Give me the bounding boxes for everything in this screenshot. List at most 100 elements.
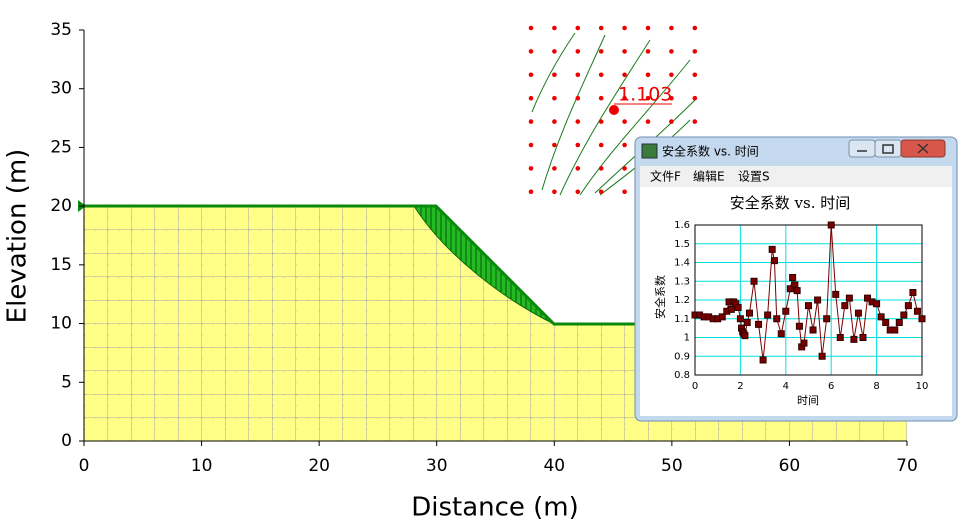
- marker: [904, 302, 912, 310]
- grid-point: [575, 119, 581, 124]
- grid-point: [692, 49, 698, 54]
- y-tick-label: 0: [61, 431, 72, 451]
- x-tick-label: 0: [79, 456, 90, 476]
- grid-point: [692, 119, 698, 124]
- grid-point: [622, 49, 627, 54]
- y-axis-label: Elevation (m): [3, 149, 33, 324]
- grid-point: [669, 25, 674, 31]
- y-tick-label: 35: [50, 20, 72, 40]
- grid-point: [692, 25, 698, 31]
- maximize-button[interactable]: [874, 139, 902, 158]
- plot-border: [694, 224, 923, 376]
- y-tick-label: 1: [684, 333, 690, 344]
- grid-point: [598, 49, 604, 54]
- grid-point: [552, 25, 557, 31]
- marker: [900, 311, 908, 319]
- y-tick-label: 1.4: [674, 258, 690, 269]
- grid-point: [528, 72, 534, 78]
- marker: [895, 319, 903, 326]
- marker: [770, 257, 778, 265]
- y-tick-label: 20: [50, 196, 72, 216]
- window-title: 安全系数 vs. 时间: [662, 144, 759, 159]
- chart-window[interactable]: 安全系数 vs. 时间 文件F 编辑E 设置S 安全系数 vs. 时间 时间 安全系…: [634, 136, 958, 422]
- grid-point: [598, 72, 604, 78]
- grid-point: [622, 142, 627, 148]
- y-tick-label: 1.5: [674, 239, 690, 250]
- marker: [841, 302, 849, 310]
- x-tick-label: 10: [916, 381, 929, 392]
- x-axis-label: Distance (m): [411, 493, 579, 523]
- marker: [859, 334, 867, 341]
- y-tick-label: 1.3: [674, 276, 690, 287]
- grid-point: [528, 142, 534, 148]
- marker: [877, 313, 885, 321]
- grid-point: [552, 72, 557, 78]
- grid-point: [669, 72, 674, 78]
- menu-item[interactable]: 文件F: [650, 169, 681, 184]
- grid-point: [598, 119, 604, 124]
- marker: [845, 294, 853, 302]
- marker: [727, 305, 735, 313]
- marker: [764, 311, 772, 319]
- marker: [786, 285, 794, 293]
- x-tick-label: 6: [828, 381, 834, 392]
- y-tick-label: 1.2: [674, 295, 690, 306]
- marker: [793, 287, 801, 295]
- menu-item[interactable]: 编辑E: [693, 169, 725, 184]
- marker: [791, 281, 799, 289]
- x-tick-label: 40: [543, 456, 565, 476]
- menu-bar: [640, 166, 952, 187]
- marker: [836, 334, 844, 341]
- marker: [854, 309, 862, 317]
- marker: [823, 315, 831, 323]
- minimize-button[interactable]: [848, 139, 876, 158]
- x-tick-label: 0: [692, 381, 698, 392]
- marker: [827, 221, 835, 229]
- inset-title: 安全系数 vs. 时间: [730, 194, 850, 212]
- marker: [741, 332, 749, 340]
- grid-point: [669, 95, 674, 101]
- x-tick-label: 20: [308, 456, 330, 476]
- grid-point: [575, 189, 581, 195]
- grid-point: [669, 119, 674, 124]
- x-tick-label: 4: [783, 381, 789, 392]
- critical-center: [609, 105, 619, 115]
- grid-point: [575, 166, 581, 171]
- y-tick-label: 15: [50, 255, 72, 275]
- grid-point: [645, 95, 651, 101]
- y-tick-label: 0.8: [674, 370, 690, 381]
- marker: [800, 339, 808, 347]
- marker: [850, 335, 858, 343]
- y-tick-label: 5: [61, 372, 72, 392]
- menu-item[interactable]: 设置S: [738, 170, 770, 184]
- marker: [873, 300, 881, 308]
- grid-point: [552, 49, 557, 54]
- grid-point: [598, 95, 604, 101]
- grid-point: [575, 95, 581, 101]
- grid-point: [622, 72, 627, 78]
- grid-point: [622, 95, 627, 101]
- y-tick-label: 1.1: [674, 314, 690, 325]
- grid-point: [528, 49, 534, 54]
- grid-point: [552, 142, 557, 148]
- x-tick-label: 70: [896, 456, 918, 476]
- grid-point: [552, 95, 557, 101]
- grid-point: [528, 166, 534, 171]
- x-tick-label: 10: [191, 456, 213, 476]
- grid-point: [528, 25, 534, 31]
- grid-point: [622, 166, 627, 171]
- marker: [891, 326, 899, 334]
- grid-point: [622, 119, 627, 124]
- marker: [818, 352, 826, 360]
- grid-point: [528, 119, 534, 124]
- grid-point: [645, 72, 651, 78]
- marker: [809, 326, 817, 334]
- grid-point: [622, 25, 627, 31]
- grid-point: [552, 166, 557, 171]
- marker: [864, 294, 872, 302]
- grid-point: [528, 189, 534, 195]
- grid-point: [692, 72, 698, 78]
- y-tick-label: 10: [50, 314, 72, 334]
- grid-point: [598, 25, 604, 31]
